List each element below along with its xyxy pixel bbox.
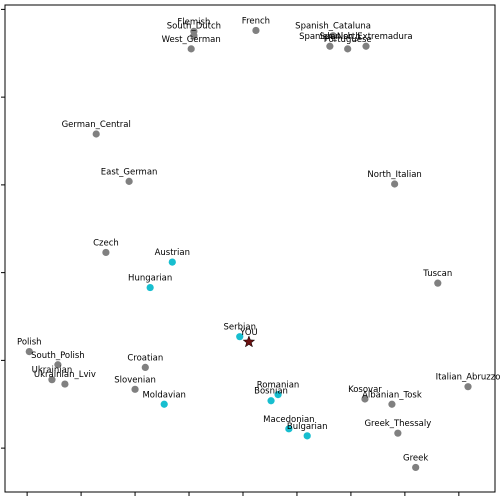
point [168, 258, 176, 266]
point [464, 383, 472, 391]
point-label: West_German [162, 35, 221, 45]
point-label: North_Italian [367, 170, 421, 180]
point [326, 42, 334, 50]
point-label: Czech [93, 238, 119, 248]
point-label: East_German [101, 167, 158, 177]
point [160, 400, 168, 408]
point [434, 279, 442, 287]
point-label: Croatian [127, 353, 163, 363]
point [267, 397, 275, 405]
point-label: Portuguese [324, 35, 372, 45]
point [92, 130, 100, 138]
point-label: Bosnian [254, 387, 288, 397]
point [54, 361, 62, 369]
point [329, 32, 337, 40]
point-label: Bulgarian [287, 422, 328, 432]
point-label: Spanish_Extremadura [319, 32, 412, 42]
point-label: Macedonian [263, 415, 314, 425]
point-label: Austrian [155, 248, 190, 258]
point [141, 363, 149, 371]
point [146, 283, 154, 292]
point-label: Moldavian [142, 390, 186, 400]
point-label: Spanish_Cataluna [295, 22, 371, 32]
point-label: Greek [403, 453, 428, 463]
point-label: Ukrainian [32, 366, 73, 376]
point-label: Spanish_North [299, 32, 361, 42]
point [48, 376, 56, 384]
point [362, 42, 370, 50]
point [344, 45, 352, 53]
point [391, 180, 399, 188]
point-label: Polish [17, 338, 42, 348]
point-label: Flemish [177, 17, 210, 27]
point-label: French [242, 16, 270, 26]
point [274, 391, 282, 399]
point-label: Albanian_Tosk [362, 390, 422, 400]
point [190, 32, 198, 40]
point [25, 348, 33, 356]
point [303, 432, 311, 440]
point [361, 395, 369, 403]
point [125, 177, 133, 185]
plot-frame [4, 4, 496, 493]
point-label: Tuscan [422, 269, 452, 279]
point [187, 45, 195, 53]
point-label: Ukrainian_Lviv [34, 370, 96, 380]
point [131, 385, 139, 393]
point-label: YOU [239, 328, 258, 338]
point [394, 429, 402, 437]
point-label: Greek_Thessaly [364, 419, 431, 429]
point-label: Romanian [257, 381, 300, 391]
point [285, 425, 293, 433]
point-label: South_Polish [31, 351, 85, 361]
point [102, 248, 110, 257]
point [412, 463, 420, 472]
point-label: Italian_Abruzzo [436, 373, 500, 383]
point-label: German_Central [62, 120, 131, 130]
point-label: Slovenian [114, 375, 156, 385]
point-label: Kosovar [348, 385, 382, 395]
point-label: South_Dutch [167, 22, 221, 32]
point-label: Hungarian [128, 274, 172, 284]
point [236, 333, 244, 341]
point [388, 400, 396, 408]
point [61, 380, 69, 388]
point-label: Serbian [224, 323, 256, 333]
point [252, 26, 260, 35]
point [242, 335, 256, 348]
